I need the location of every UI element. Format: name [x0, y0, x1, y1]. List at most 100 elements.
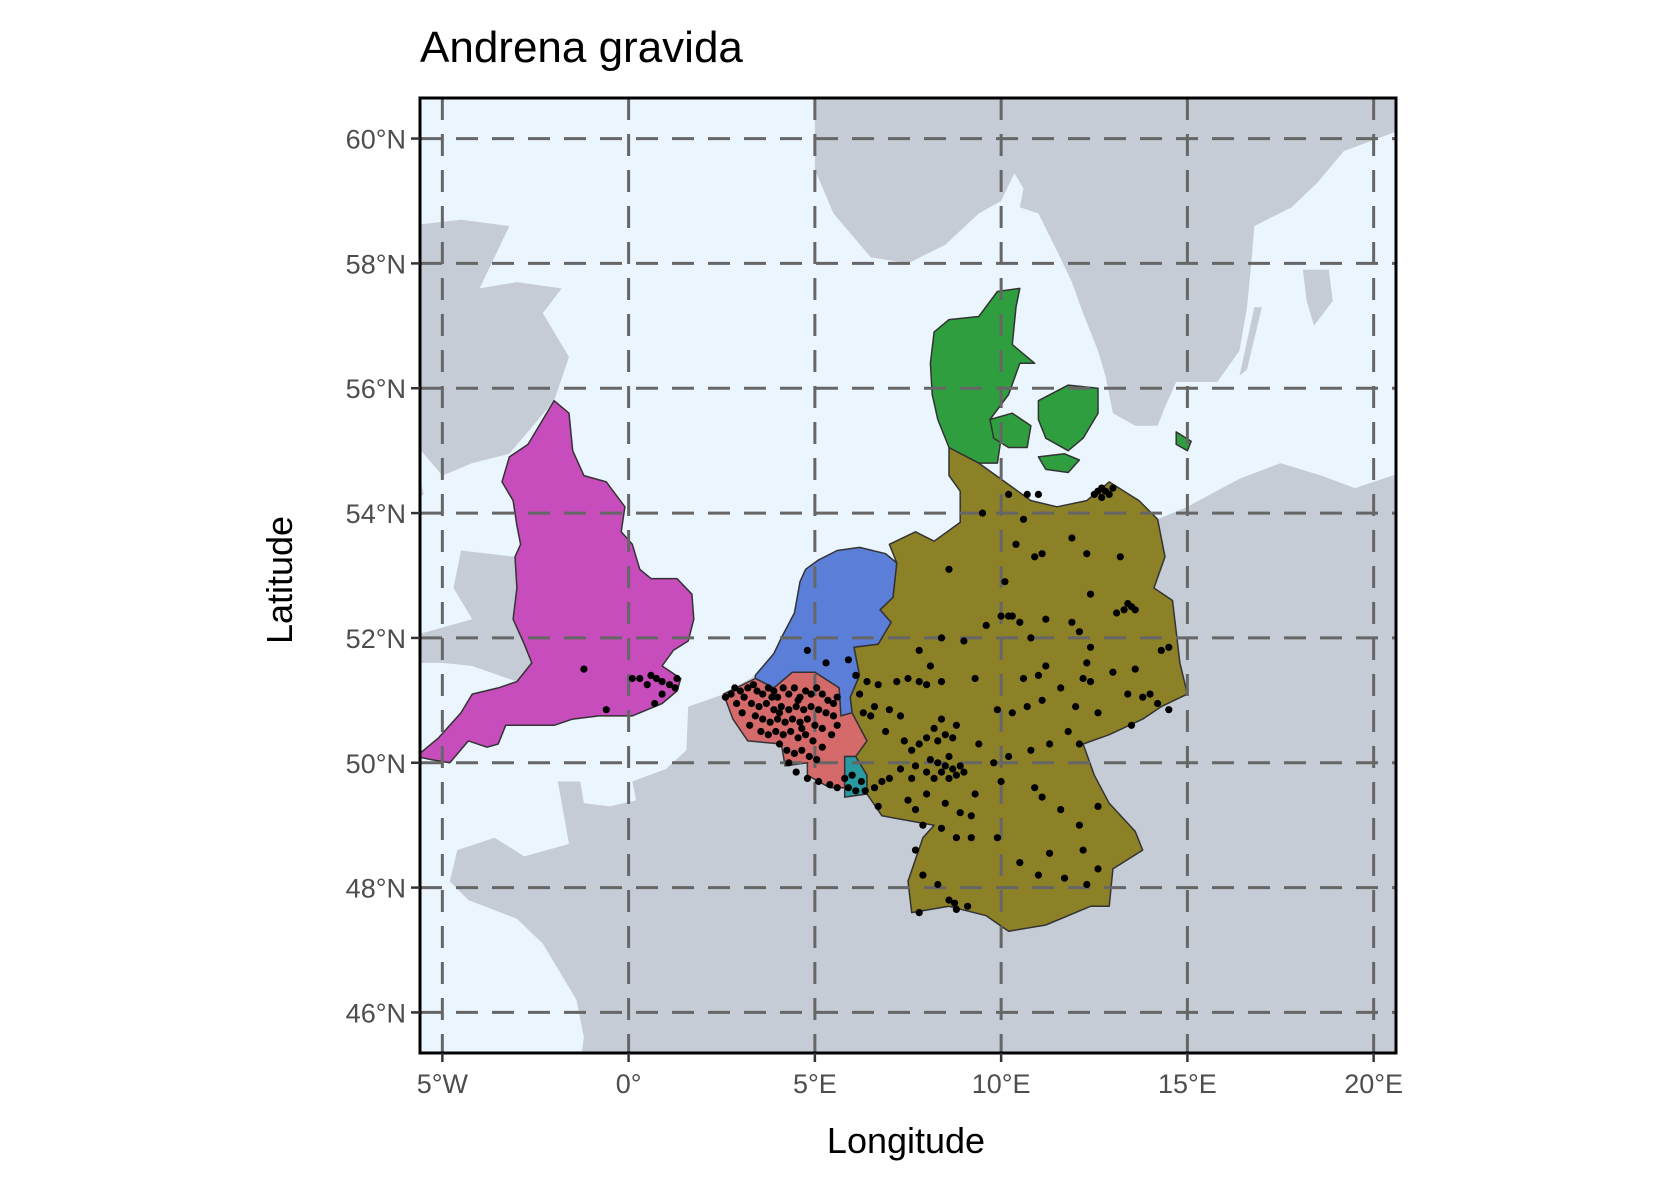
occurrence-point [833, 784, 841, 792]
occurrence-point [997, 612, 1005, 620]
occurrence-point [885, 774, 894, 783]
occurrence-point [822, 709, 830, 717]
occurrence-point [779, 731, 787, 739]
occurrence-point [809, 737, 817, 745]
occurrence-point [792, 703, 800, 711]
occurrence-point [1079, 674, 1087, 683]
occurrence-point [915, 646, 923, 655]
occurrence-point [1139, 693, 1147, 701]
occurrence-point [772, 727, 780, 736]
occurrence-point [893, 678, 901, 686]
occurrence-point [852, 671, 860, 680]
x-tick-label: 20°E [1344, 1069, 1403, 1099]
occurrence-point [1086, 643, 1095, 651]
occurrence-point [964, 902, 972, 910]
occurrence-point [856, 690, 864, 698]
occurrence-point [967, 812, 975, 820]
occurrence-point [1124, 690, 1132, 698]
occurrence-point [751, 712, 759, 720]
occurrence-point [941, 799, 949, 807]
occurrence-point [1019, 674, 1028, 683]
occurrence-point [934, 880, 942, 889]
occurrence-point [781, 718, 789, 726]
oland-land [1239, 307, 1262, 376]
occurrence-point [937, 634, 946, 642]
occurrence-point [749, 681, 758, 689]
occurrence-point [792, 768, 800, 776]
occurrence-point [908, 774, 916, 783]
occurrence-point [766, 718, 774, 726]
occurrence-point [815, 706, 823, 714]
occurrence-point [811, 721, 819, 729]
occurrence-point [896, 765, 905, 773]
occurrence-point [923, 734, 931, 742]
occurrence-point [731, 684, 739, 692]
occurrence-point [628, 674, 636, 683]
occurrence-point [651, 699, 659, 708]
occurrence-point [844, 656, 853, 664]
occurrence-point [915, 909, 923, 917]
occurrence-point [759, 690, 767, 698]
occurrence-point [818, 724, 826, 733]
occurrence-point [926, 756, 935, 764]
occurrence-point [796, 718, 804, 726]
occurrence-point [1046, 740, 1054, 748]
scandinavia-land [985, 98, 1396, 426]
occurrence-point [952, 905, 961, 914]
occurrence-point [1027, 634, 1035, 642]
occurrence-point [762, 699, 771, 708]
occurrence-point [759, 715, 767, 723]
occurrence-point [941, 731, 949, 739]
occurrence-point [666, 681, 674, 689]
occurrence-point [807, 690, 815, 698]
occurrence-point [1083, 659, 1091, 667]
occurrence-point [1005, 490, 1013, 498]
occurrence-point [785, 759, 793, 767]
occurrence-point [960, 768, 968, 776]
occurrence-point [863, 678, 871, 686]
occurrence-point [1131, 665, 1139, 673]
occurrence-point [945, 896, 953, 904]
occurrence-point [857, 777, 866, 786]
occurrence-point [1127, 721, 1136, 729]
occurrence-point [803, 715, 812, 723]
occurrence-point [757, 727, 765, 736]
occurrence-point [802, 731, 810, 739]
occurrence-point [777, 703, 785, 711]
occurrence-point [1075, 628, 1083, 636]
occurrence-point [829, 699, 838, 708]
occurrence-point [775, 709, 784, 717]
occurrence-point [1042, 662, 1050, 670]
occurrence-point [753, 687, 761, 695]
y-tick-label: 52°N [346, 624, 406, 654]
occurrence-point [1068, 534, 1076, 542]
occurrence-point [1057, 806, 1065, 814]
occurrence-point [870, 784, 879, 792]
occurrence-point [934, 759, 942, 767]
x-tick-label: 10°E [972, 1069, 1031, 1099]
y-tick-label: 48°N [346, 874, 406, 904]
occurrence-point [937, 715, 946, 723]
occurrence-point [1019, 515, 1028, 523]
occurrence-point [658, 678, 666, 686]
occurrence-point [770, 687, 778, 695]
y-tick-label: 60°N [346, 125, 406, 155]
occurrence-point [956, 762, 964, 770]
occurrence-point [859, 709, 867, 717]
occurrence-point [727, 690, 735, 698]
occurrence-point [1165, 706, 1173, 714]
occurrence-point [1098, 493, 1106, 502]
x-tick-label: 5°E [793, 1069, 837, 1099]
occurrence-point [652, 674, 661, 683]
occurrence-point [1086, 678, 1095, 686]
occurrence-point [1046, 849, 1054, 857]
occurrence-point [1131, 606, 1139, 614]
x-tick-label: 5°W [417, 1069, 469, 1099]
occurrence-point [1012, 540, 1020, 548]
occurrence-point [934, 737, 942, 745]
occurrence-point [744, 684, 752, 692]
occurrence-point [1064, 727, 1072, 736]
occurrence-point [945, 774, 953, 783]
occurrence-point [803, 646, 812, 655]
occurrence-point [867, 712, 875, 720]
